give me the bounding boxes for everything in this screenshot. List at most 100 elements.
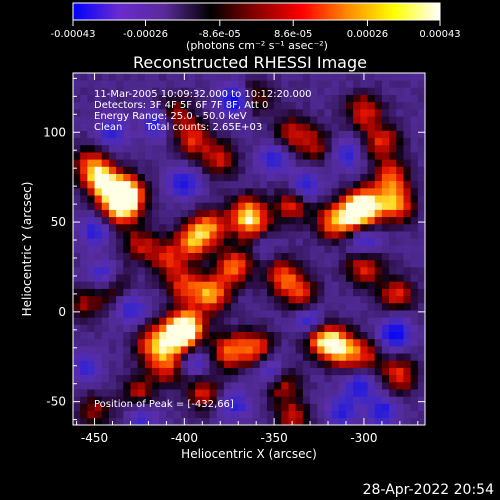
heatmap-cell <box>101 94 110 103</box>
heatmap-cell <box>417 317 425 325</box>
heatmap-cell <box>202 259 210 268</box>
heatmap-cell <box>116 417 124 425</box>
heatmap-cell <box>338 94 347 103</box>
heatmap-cell <box>274 116 282 124</box>
heatmap-cell <box>87 130 95 139</box>
heatmap-cell <box>144 374 153 383</box>
heatmap-cell <box>338 116 347 124</box>
heatmap-cell <box>374 94 383 103</box>
heatmap-cell <box>331 410 340 419</box>
heatmap-cell <box>152 73 160 81</box>
heatmap-cell <box>216 87 225 95</box>
heatmap-cell <box>274 417 282 425</box>
heatmap-cell <box>123 266 131 275</box>
heatmap-cell <box>238 295 246 304</box>
heatmap-cell <box>101 116 110 124</box>
heatmap-cell <box>231 345 239 354</box>
heatmap-cell <box>360 152 368 160</box>
heatmap-cell <box>223 223 232 232</box>
heatmap-cell <box>216 80 225 88</box>
heatmap-cell <box>238 345 246 354</box>
heatmap-cell <box>266 159 275 167</box>
heatmap-cell <box>202 116 210 124</box>
heatmap-cell <box>216 209 225 218</box>
heatmap-cell <box>173 389 182 397</box>
heatmap-cell <box>187 216 196 225</box>
heatmap-cell <box>137 116 146 124</box>
heatmap-cell <box>266 417 275 425</box>
heatmap-cell <box>137 137 146 146</box>
heatmap-cell <box>123 396 131 404</box>
heatmap-cell <box>281 144 289 153</box>
heatmap-cell <box>187 108 196 117</box>
heatmap-cell <box>410 245 419 253</box>
heatmap-cell <box>80 324 88 333</box>
heatmap-cell <box>187 317 196 325</box>
heatmap-cell <box>166 288 174 297</box>
heatmap-cell <box>389 345 397 354</box>
heatmap-cell <box>216 152 225 160</box>
heatmap-cell <box>180 367 189 376</box>
heatmap-cell <box>403 108 412 117</box>
heatmap-cell <box>295 288 304 297</box>
heatmap-cell <box>116 159 124 167</box>
heatmap-cell <box>288 374 297 383</box>
heatmap-cell <box>101 259 110 268</box>
heatmap-cell <box>166 116 174 124</box>
heatmap-cell <box>209 367 218 376</box>
heatmap-cell <box>381 274 390 282</box>
heatmap-cell <box>209 374 218 383</box>
heatmap-cell <box>73 166 81 174</box>
heatmap-cell <box>396 274 404 282</box>
heatmap-cell <box>245 216 253 225</box>
heatmap-cell <box>389 180 397 189</box>
heatmap-cell <box>195 137 203 146</box>
heatmap-cell <box>345 345 354 354</box>
heatmap-cell <box>216 295 225 304</box>
heatmap-cell <box>173 94 182 103</box>
heatmap-cell <box>338 73 347 81</box>
heatmap-cell <box>345 259 354 268</box>
heatmap-cell <box>73 73 81 81</box>
heatmap-cell <box>144 209 153 218</box>
heatmap-cell <box>274 338 282 347</box>
heatmap-cell <box>108 345 117 354</box>
heatmap-cell <box>152 338 160 347</box>
heatmap-cell <box>317 353 325 361</box>
heatmap-cell <box>87 295 95 304</box>
heatmap-cell <box>173 396 182 404</box>
heatmap-cell <box>152 144 160 153</box>
heatmap-cell <box>73 324 81 333</box>
heatmap-cell <box>288 245 297 253</box>
heatmap-cell <box>302 94 311 103</box>
heatmap-cell <box>108 381 117 390</box>
heatmap-cell <box>238 252 246 261</box>
heatmap-cell <box>108 137 117 146</box>
heatmap-cell <box>238 317 246 325</box>
heatmap-cell <box>195 144 203 153</box>
heatmap-cell <box>353 338 361 347</box>
heatmap-cell <box>159 274 167 282</box>
heatmap-cell <box>288 101 297 110</box>
heatmap-cell <box>187 123 196 131</box>
heatmap-cell <box>223 367 232 376</box>
heatmap-cell <box>159 281 167 289</box>
heatmap-cell <box>80 367 88 376</box>
heatmap-cell <box>410 166 419 174</box>
heatmap-cell <box>180 166 189 174</box>
heatmap-cell <box>231 374 239 383</box>
heatmap-cell <box>123 187 131 196</box>
annotation-total-counts: Total counts: 2.65E+03 <box>145 122 262 133</box>
heatmap-cell <box>381 137 390 146</box>
heatmap-cell <box>87 173 95 182</box>
heatmap-cell <box>389 410 397 419</box>
heatmap-cell <box>238 374 246 383</box>
heatmap-cell <box>245 353 253 361</box>
heatmap-cell <box>410 116 419 124</box>
heatmap-cell <box>108 252 117 261</box>
heatmap-cell <box>281 180 289 189</box>
heatmap-cell <box>180 137 189 146</box>
heatmap-cell <box>130 360 139 368</box>
heatmap-cell <box>137 410 146 419</box>
heatmap-cell <box>374 80 383 88</box>
